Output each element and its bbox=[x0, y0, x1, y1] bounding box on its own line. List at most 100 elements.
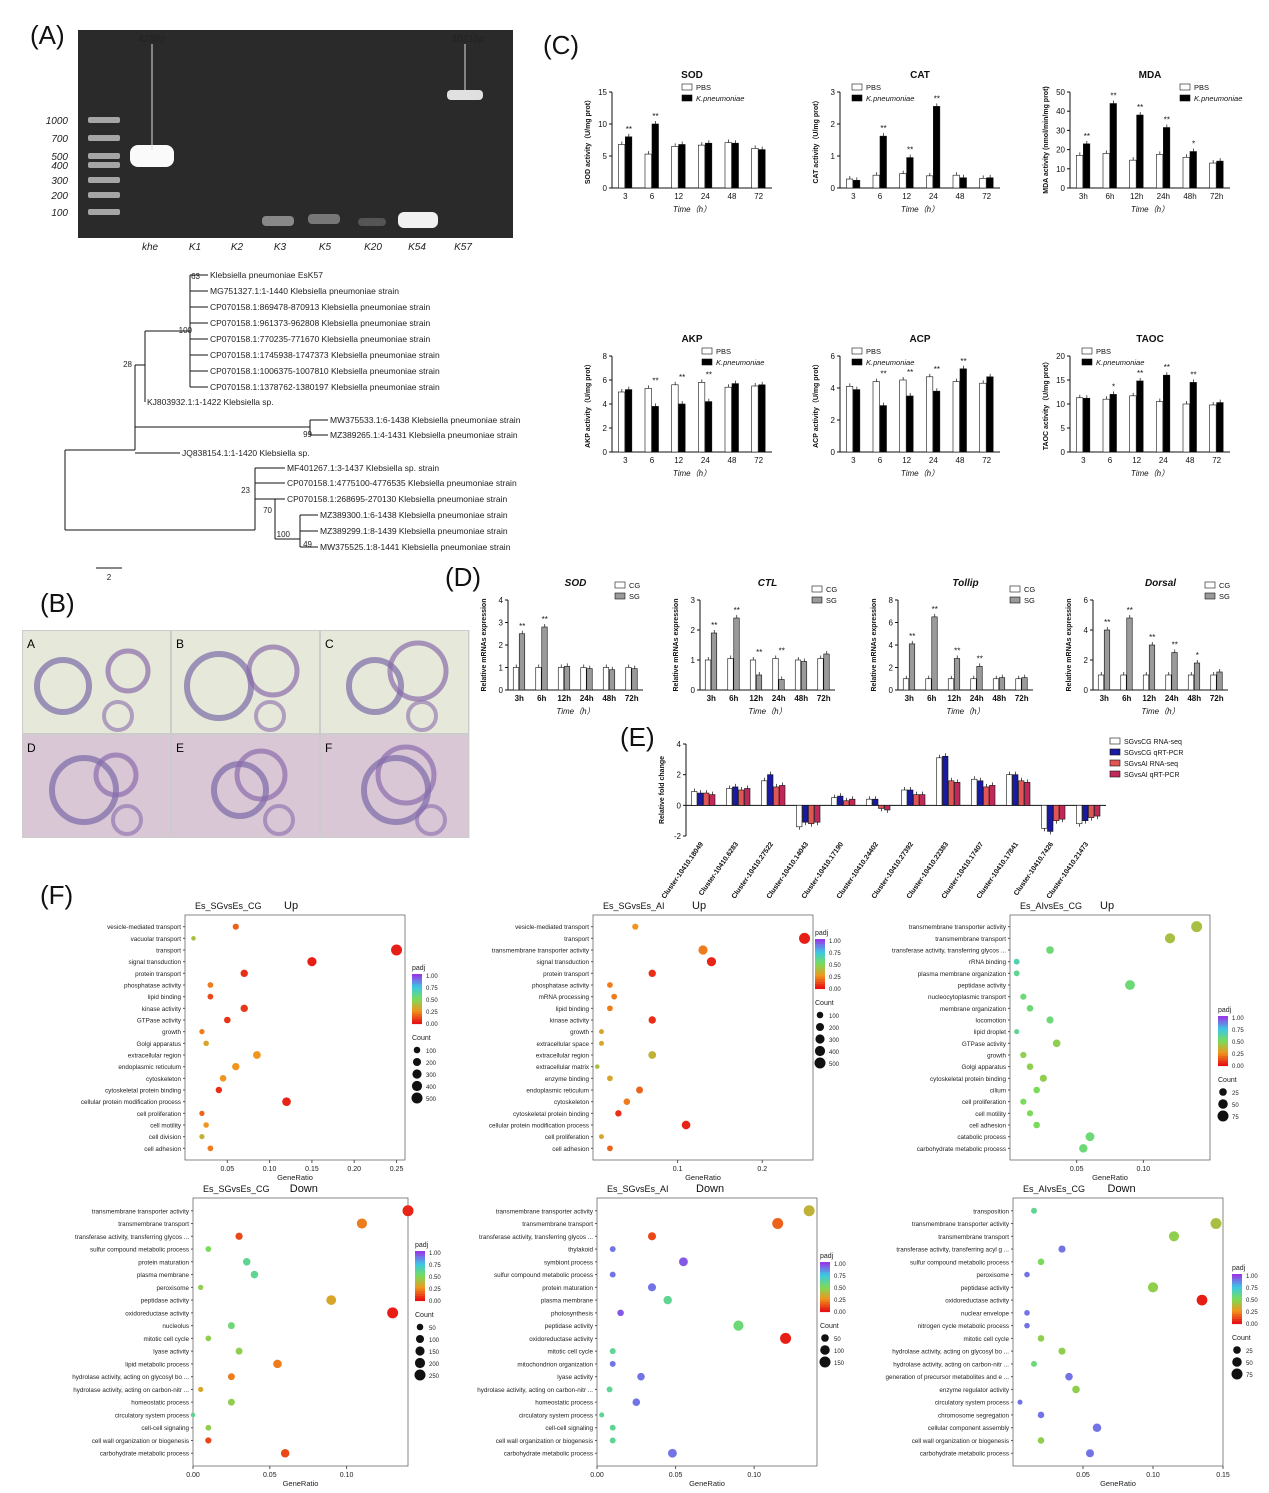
x-tick-label: 6 bbox=[650, 192, 655, 201]
x-tick-label: 72h bbox=[1210, 694, 1224, 703]
data-point bbox=[647, 1232, 657, 1241]
data-point bbox=[207, 993, 214, 1000]
term-label: sulfur compound metabolic process bbox=[910, 1259, 1009, 1266]
legend-swatch bbox=[811, 596, 823, 604]
legend-title: Count bbox=[415, 1312, 434, 1319]
term-label: sulfur compound metabolic process bbox=[494, 1272, 593, 1279]
y-tick-label: 2 bbox=[691, 626, 696, 635]
bar bbox=[678, 144, 686, 189]
colorbar-tick-label: 1.00 bbox=[834, 1262, 846, 1268]
colorbar-tick-label: 0.25 bbox=[1246, 1310, 1258, 1316]
dot-plot-F3: Es_AIvsEs_CG Up transmembrane transporter … bbox=[892, 900, 1244, 1182]
bar bbox=[907, 789, 914, 806]
data-point bbox=[681, 1120, 691, 1130]
size-legend-label: 200 bbox=[426, 1061, 437, 1067]
chart-title: TAOC bbox=[1136, 334, 1164, 345]
bar bbox=[724, 386, 732, 453]
x-tick-label: 12 bbox=[674, 192, 683, 201]
bar bbox=[906, 157, 914, 189]
data-point bbox=[1037, 1411, 1045, 1419]
legend-swatch bbox=[1179, 94, 1191, 102]
bar-chart-D-CTL: CTL 0 1 2 3 Relative mRNAs expression 3h ** 6h **… bbox=[673, 578, 837, 716]
term-label: sulfur compound metabolic process bbox=[90, 1247, 189, 1254]
x-tick-label: 3 bbox=[623, 192, 628, 201]
x-tick-label: 3 bbox=[851, 456, 856, 465]
colorbar-segment bbox=[415, 1271, 425, 1274]
x-tick-label: 72 bbox=[754, 456, 763, 465]
x-tick-label: 6 bbox=[878, 456, 883, 465]
significance-mark: ** bbox=[954, 647, 960, 656]
bar bbox=[954, 782, 961, 806]
data-point bbox=[1164, 933, 1176, 944]
colorbar-tick-label: 0.25 bbox=[1232, 1052, 1244, 1058]
bar bbox=[698, 382, 706, 453]
term-label: cellular component assembly bbox=[928, 1425, 1010, 1432]
colorbar-segment bbox=[820, 1274, 830, 1278]
plot-area bbox=[1012, 1197, 1224, 1467]
lane-label: K3 bbox=[274, 242, 287, 253]
term-label: extracellular space bbox=[537, 1041, 590, 1048]
plot-subtitle: Up bbox=[284, 900, 298, 912]
bootstrap-value: 100 bbox=[179, 326, 193, 335]
bar bbox=[933, 390, 941, 453]
data-point bbox=[1065, 1372, 1073, 1381]
bar bbox=[773, 786, 780, 806]
data-point bbox=[199, 1029, 205, 1035]
x-tick-label: 6 bbox=[650, 456, 655, 465]
legend-swatch bbox=[614, 592, 626, 600]
bar bbox=[794, 659, 802, 691]
bar bbox=[849, 798, 856, 806]
term-label: oxidoreductase activity bbox=[945, 1298, 1010, 1305]
bar bbox=[749, 659, 757, 691]
marker-label: 1000 bbox=[46, 116, 69, 127]
ladder-band bbox=[88, 153, 120, 159]
data-point bbox=[679, 1257, 688, 1267]
data-point bbox=[647, 1283, 657, 1292]
padj-colorbar bbox=[1218, 1016, 1228, 1067]
data-point bbox=[1026, 1005, 1034, 1012]
data-point bbox=[1210, 1218, 1222, 1230]
data-point bbox=[205, 1437, 212, 1444]
colorbar-segment bbox=[815, 974, 825, 977]
legend-label: CG bbox=[1219, 581, 1230, 590]
term-label: hydrolase activity, acting on carbon-nit… bbox=[893, 1361, 1009, 1368]
bar-chart-D-SOD: SOD 0 1 2 3 4 Relative mRNAs expression 3h ** 6h *… bbox=[481, 578, 643, 716]
taxon-label: CP070158.1:961373-962808 Klebsiella pneu… bbox=[210, 318, 430, 328]
bar bbox=[1015, 678, 1022, 691]
term-label: homeostatic process bbox=[131, 1400, 189, 1407]
term-label: transposition bbox=[973, 1208, 1009, 1215]
y-tick-label: 0 bbox=[889, 686, 894, 695]
bar bbox=[906, 395, 914, 453]
gel-band bbox=[130, 145, 174, 167]
term-label: endoplasmic reticulum bbox=[118, 1064, 181, 1071]
data-point bbox=[1037, 1335, 1045, 1342]
significance-mark: ** bbox=[932, 605, 938, 614]
legend-swatch bbox=[851, 83, 863, 91]
colorbar-segment bbox=[412, 991, 422, 995]
lane-label: K54 bbox=[408, 242, 426, 253]
legend-label: PBS bbox=[866, 83, 881, 92]
colorbar-segment bbox=[415, 1256, 425, 1259]
data-point bbox=[203, 1122, 209, 1128]
colorbar-segment bbox=[1232, 1291, 1242, 1295]
colorbar-segment bbox=[820, 1262, 830, 1265]
legend-title: padj bbox=[415, 1242, 429, 1249]
bar bbox=[709, 794, 716, 806]
x-tick-label: 12 bbox=[902, 456, 911, 465]
y-tick-label: 0 bbox=[831, 184, 836, 193]
x-tick-label: 0.25 bbox=[390, 1166, 404, 1173]
gel-band bbox=[358, 218, 386, 226]
legend-swatch bbox=[851, 358, 863, 366]
x-tick-label: 0.10 bbox=[340, 1472, 354, 1479]
y-tick-label: 3 bbox=[691, 596, 696, 605]
term-label: hydrolase activity, acting on glycosyl b… bbox=[72, 1374, 189, 1381]
term-label: mRNA processing bbox=[539, 994, 590, 1001]
histology-panel-letter: B bbox=[176, 637, 185, 651]
colorbar-tick-label: 0.75 bbox=[429, 1263, 441, 1269]
colorbar-tick-label: 0.50 bbox=[834, 1286, 846, 1292]
x-tick-label: 6h bbox=[1122, 694, 1131, 703]
y-tick-label: 40 bbox=[1056, 107, 1065, 116]
colorbar-segment bbox=[1218, 1031, 1228, 1034]
bar bbox=[986, 177, 994, 189]
bar bbox=[1216, 671, 1223, 691]
